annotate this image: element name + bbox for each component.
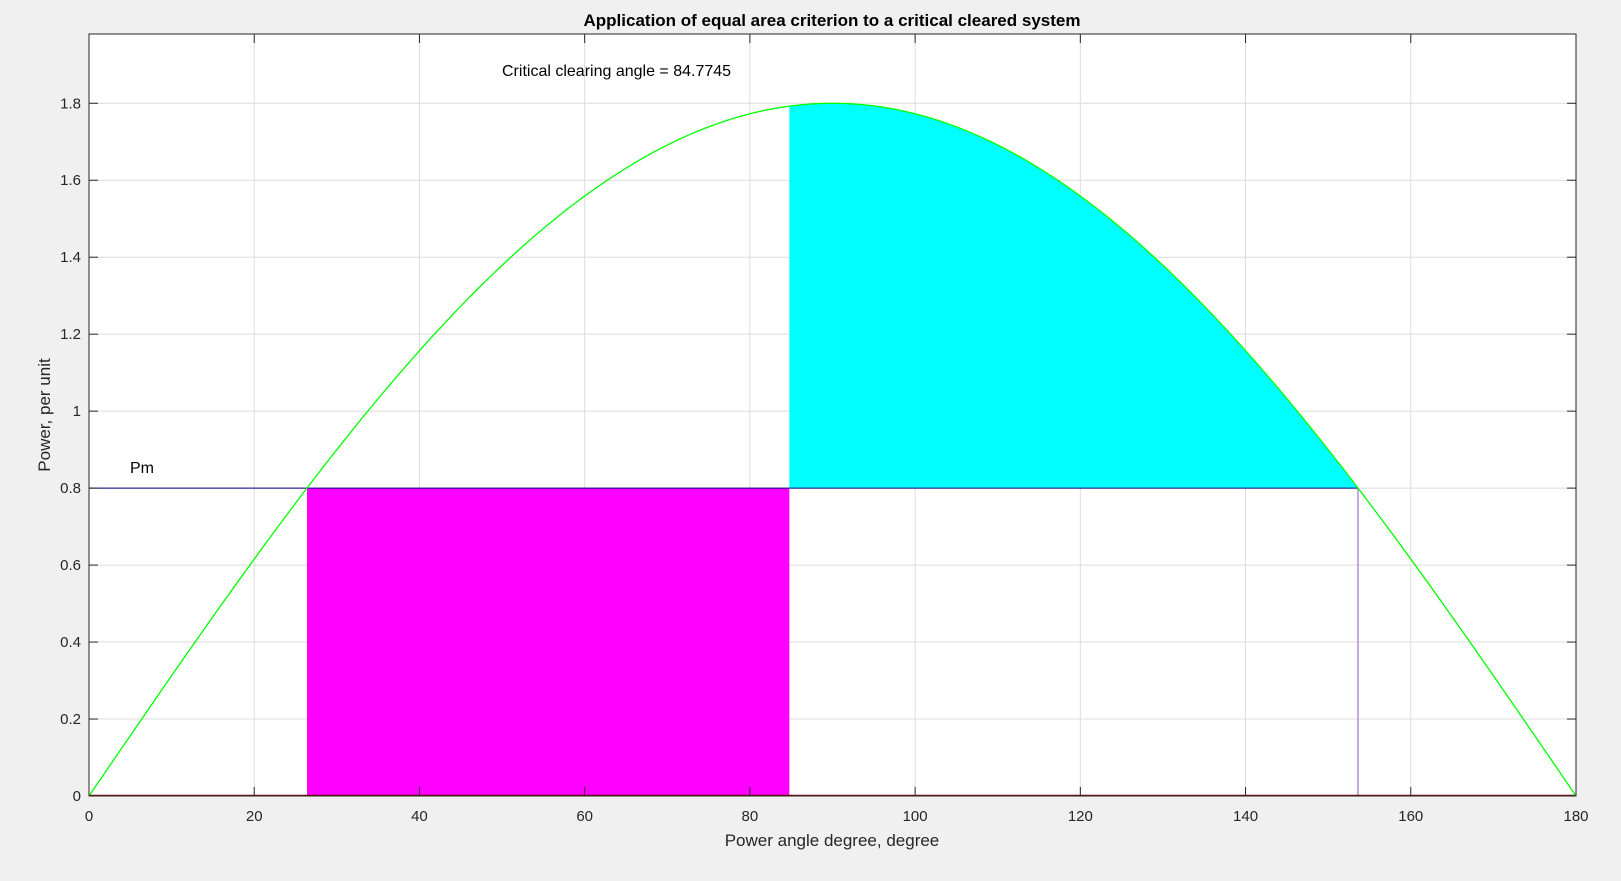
accelerating-area: [307, 488, 790, 796]
decelerating-area: [789, 103, 1358, 489]
y-tick-label: 0: [73, 788, 81, 805]
x-axis-label: Power angle degree, degree: [725, 831, 940, 850]
x-tick-label: 100: [903, 808, 928, 825]
y-tick-label: 1.4: [60, 249, 81, 266]
y-tick-label: 0.6: [60, 557, 81, 574]
y-tick-label: 1.6: [60, 172, 81, 189]
y-tick-label: 1: [73, 403, 81, 420]
x-tick-label: 160: [1398, 808, 1423, 825]
y-tick-label: 0.8: [60, 480, 81, 497]
chart-title: Application of equal area criterion to a…: [584, 11, 1081, 30]
x-tick-label: 140: [1233, 808, 1258, 825]
x-tick-label: 60: [576, 808, 593, 825]
x-tick-label: 80: [742, 808, 759, 825]
critical-clearing-annotation: Critical clearing angle = 84.7745: [502, 63, 731, 80]
areas: [307, 103, 1358, 796]
x-tick-label: 120: [1068, 808, 1093, 825]
y-tick-label: 0.4: [60, 634, 81, 651]
ticks: [88, 34, 1577, 797]
y-tick-label: 1.2: [60, 326, 81, 343]
x-tick-label: 180: [1563, 808, 1588, 825]
axes-box: [88, 33, 1577, 797]
y-axis-label: Power, per unit: [35, 358, 54, 472]
x-tick-label: 40: [411, 808, 428, 825]
y-tick-label: 0.2: [60, 711, 81, 728]
x-tick-label: 20: [246, 808, 263, 825]
pm-label: Pm: [130, 460, 154, 477]
x-tick-label: 0: [85, 808, 93, 825]
y-tick-labels: 0 0.2 0.4 0.6 0.8 1 1.2 1.4 1.6 1.8: [60, 95, 81, 805]
x-tick-labels: 0 20 40 60 80 100 120 140 160 180: [85, 808, 1589, 825]
y-tick-label: 1.8: [60, 95, 81, 112]
power-angle-curve: [88, 102, 1577, 797]
